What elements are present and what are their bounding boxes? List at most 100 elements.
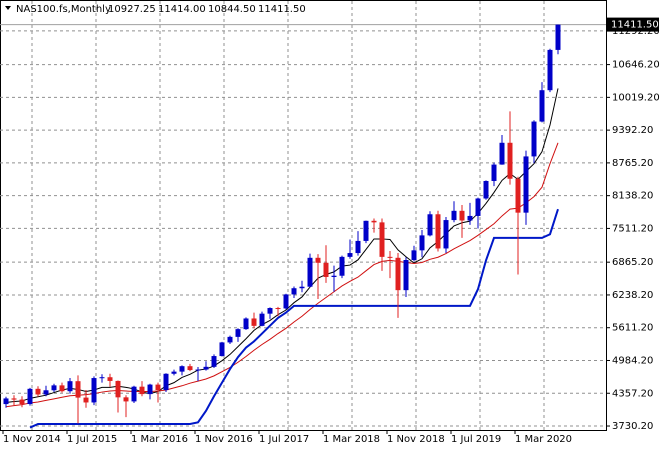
- y-tick-label: 8138.20: [612, 191, 653, 202]
- candle-body: [467, 215, 473, 221]
- candle-body: [227, 336, 233, 343]
- candle-body: [43, 390, 49, 395]
- y-tick-label: 10019.20: [612, 92, 660, 103]
- candle-body: [19, 399, 25, 405]
- candle-body: [459, 210, 465, 221]
- candle-body: [379, 222, 385, 257]
- indicator-line: [5, 142, 559, 408]
- candle-body: [507, 142, 513, 179]
- grid: [0, 1, 606, 430]
- candle-body: [387, 256, 393, 258]
- y-tick-label: 3730.20: [612, 421, 653, 432]
- indicator-line: [5, 88, 559, 404]
- candle-body: [67, 381, 73, 392]
- y-tick-label: 6238.20: [612, 290, 653, 301]
- current-price-label: 11411.50: [611, 20, 659, 31]
- candle-body: [235, 329, 241, 337]
- y-tick-label: 4984.20: [612, 355, 653, 366]
- x-tick-label: 1 Nov 2014: [3, 434, 61, 445]
- candle-body: [27, 388, 33, 405]
- candle-body: [203, 366, 209, 370]
- candle-body: [275, 308, 281, 310]
- candle-body: [91, 378, 97, 403]
- candle-body: [107, 377, 113, 381]
- candle-body: [51, 385, 57, 391]
- candle-body: [243, 318, 249, 330]
- x-tick-label: 1 Nov 2018: [387, 434, 445, 445]
- candle-body: [299, 286, 305, 289]
- candle-body: [347, 253, 353, 257]
- x-tick-label: 1 Mar 2016: [131, 434, 188, 445]
- chart-title: NAS100.fs,Monthly: [16, 4, 111, 15]
- candle-body: [211, 356, 217, 367]
- candle-body: [339, 256, 345, 276]
- candle-body: [3, 398, 9, 405]
- y-tick-label: 7511.20: [612, 223, 653, 234]
- candle-body: [187, 366, 193, 371]
- x-tick-label: 1 Mar 2020: [515, 434, 572, 445]
- candle-body: [291, 288, 297, 295]
- candle-body: [523, 156, 529, 213]
- candle-body: [323, 262, 329, 277]
- candle-body: [499, 142, 505, 165]
- candle-body: [307, 257, 313, 287]
- y-tick-label: 8765.20: [612, 158, 653, 169]
- candle-body: [315, 257, 321, 263]
- candle-body: [59, 385, 65, 392]
- y-tick-label: 10646.20: [612, 60, 660, 71]
- candle-body: [251, 318, 257, 326]
- candle-body: [267, 308, 273, 314]
- candle-body: [355, 240, 361, 254]
- candle-body: [139, 386, 145, 395]
- candle-body: [475, 198, 481, 216]
- indicator-line: [29, 208, 559, 429]
- candle-body: [83, 397, 89, 403]
- candle-body: [75, 381, 81, 398]
- current-price-box: [607, 17, 659, 32]
- header-open: 10927.25: [108, 4, 156, 15]
- x-tick-label: 1 Nov 2016: [195, 434, 253, 445]
- candle-body: [515, 178, 521, 213]
- header-high: 11414.00: [158, 4, 206, 15]
- candle-body: [195, 369, 201, 371]
- y-tick-label: 4357.20: [612, 388, 653, 399]
- candle-body: [443, 220, 449, 249]
- candle-body: [419, 235, 425, 251]
- marks: [3, 24, 561, 429]
- candle-body: [435, 214, 441, 249]
- candle-body: [155, 384, 161, 391]
- candle-body: [371, 220, 377, 223]
- candle-body: [35, 388, 41, 395]
- candle-body: [331, 275, 337, 277]
- candle-body: [531, 121, 537, 157]
- candle-body: [483, 180, 489, 199]
- candle-body: [219, 342, 225, 357]
- y-tick-label: 9392.20: [612, 125, 653, 136]
- candle-body: [539, 90, 545, 122]
- candle-body: [395, 257, 401, 291]
- candle-body: [131, 386, 137, 402]
- y-tick-label: 5611.20: [612, 323, 653, 334]
- candle-body: [363, 220, 369, 241]
- candle-body: [11, 398, 17, 400]
- candle-body: [491, 164, 497, 181]
- candle-body: [403, 259, 409, 291]
- candle-body: [283, 294, 289, 309]
- x-tick-label: 1 Mar 2018: [323, 434, 380, 445]
- plot-frame: [0, 0, 607, 431]
- x-tick-label: 1 Jul 2019: [451, 434, 501, 445]
- candle-body: [451, 210, 457, 221]
- menu-icon[interactable]: [5, 6, 11, 10]
- x-tick-label: 1 Jul 2015: [67, 434, 117, 445]
- candle-body: [259, 313, 265, 326]
- candle-body: [547, 49, 553, 91]
- candle-body: [171, 371, 177, 374]
- candle-body: [123, 397, 129, 402]
- candle-body: [99, 377, 105, 379]
- candle-body: [163, 373, 169, 391]
- candle-body: [179, 366, 185, 372]
- candle-body: [411, 250, 417, 260]
- candle-body: [147, 384, 153, 395]
